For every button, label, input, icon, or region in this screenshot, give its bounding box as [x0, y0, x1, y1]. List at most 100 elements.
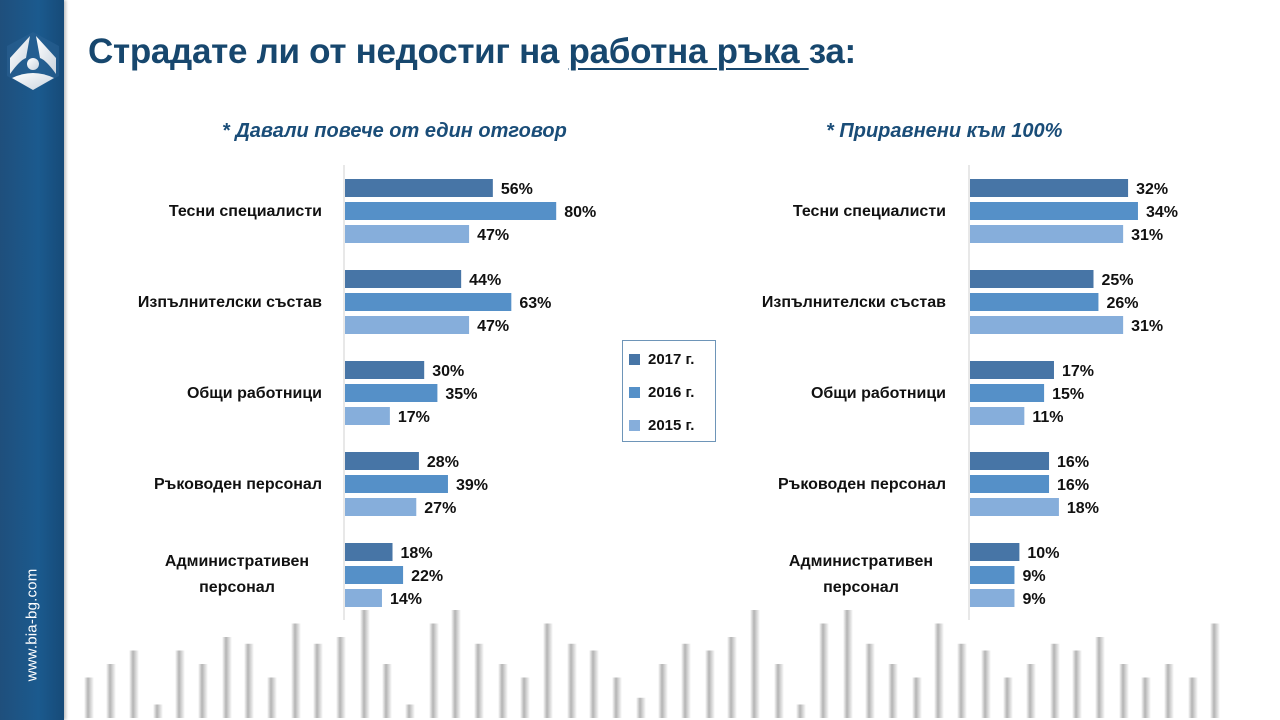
decorative-bar — [405, 704, 415, 718]
legend-item-2015: 2015 г. — [629, 415, 694, 435]
left-chart-bar — [345, 475, 448, 493]
decorative-bar — [175, 650, 185, 718]
title-underlined: работна ръка — [568, 32, 809, 71]
decorative-bar — [129, 650, 139, 718]
right-chart-category-label-line: Административен — [789, 553, 933, 570]
decorative-bar — [819, 623, 829, 718]
decorative-bar — [360, 610, 370, 718]
legend-label-2017: 2017 г. — [648, 350, 695, 368]
left-chart-value-label: 80% — [564, 204, 596, 221]
decorative-bar — [106, 664, 116, 718]
left-chart-bar — [345, 270, 462, 288]
left-chart-bar — [345, 316, 470, 334]
decorative-bar — [1095, 637, 1105, 718]
left-chart-category-label: Общи работници — [187, 385, 322, 402]
decorative-bar — [774, 664, 784, 718]
left-chart-value-label: 56% — [501, 181, 533, 198]
right-chart-value-label: 16% — [1057, 454, 1089, 471]
left-chart-value-label: 27% — [424, 500, 456, 517]
left-chart-value-label: 28% — [427, 454, 459, 471]
decorative-bar — [1188, 677, 1198, 718]
right-chart-bar — [970, 384, 1045, 402]
right-chart-category-label: Изпълнителски състав — [762, 294, 946, 311]
decorative-bar — [244, 643, 254, 718]
right-chart-category-label: Административен персонал — [789, 553, 933, 596]
left-chart-value-label: 22% — [411, 568, 443, 585]
right-chart-value-label: 9% — [1022, 568, 1045, 585]
decorative-bar — [474, 643, 484, 718]
decorative-bar — [981, 650, 991, 718]
right-chart-value-label: 34% — [1146, 204, 1178, 221]
decorative-bar — [912, 677, 922, 718]
right-chart-value-label: 10% — [1027, 545, 1059, 562]
legend-label-2016: 2016 г. — [648, 383, 695, 401]
decorative-bar — [429, 623, 439, 718]
right-chart-value-label: 31% — [1131, 318, 1163, 335]
decorative-bar — [750, 610, 760, 718]
decorative-bar — [589, 650, 599, 718]
decorative-bar — [567, 643, 577, 718]
left-chart-bar — [345, 384, 438, 402]
left-chart-value-label: 30% — [432, 363, 464, 380]
right-chart-bar — [970, 270, 1094, 288]
decorative-bar — [681, 643, 691, 718]
decorative-bar — [313, 643, 323, 718]
decorative-bar — [267, 677, 277, 718]
title-part-1: Страдате ли от недостиг на — [88, 32, 569, 71]
right-chart-bar — [970, 452, 1050, 470]
decorative-bar — [291, 623, 301, 718]
left-chart-value-label: 47% — [477, 227, 509, 244]
decorative-bar — [1141, 677, 1151, 718]
right-chart-bar — [970, 293, 1099, 311]
title-part-2: за: — [808, 32, 856, 71]
legend-label-2015: 2015 г. — [648, 416, 695, 434]
right-chart-bar — [970, 407, 1025, 425]
left-chart-bar — [345, 407, 390, 425]
right-chart-value-label: 16% — [1057, 477, 1089, 494]
decorative-bar — [658, 664, 668, 718]
right-chart-value-label: 26% — [1106, 295, 1138, 312]
right-chart-category-label: Тесни специалисти — [793, 203, 946, 220]
decorative-bar — [612, 677, 622, 718]
left-chart-category-label: Изпълнителски състав — [138, 294, 322, 311]
decorative-bar — [796, 704, 806, 718]
chart-legend: 2017 г. 2016 г. 2015 г. — [622, 340, 716, 442]
right-chart-bar — [970, 475, 1050, 493]
decorative-bar — [336, 637, 346, 718]
right-chart-bar — [970, 225, 1124, 243]
decorative-bar — [198, 664, 208, 718]
right-chart-value-label: 32% — [1136, 181, 1168, 198]
legend-swatch-2015 — [629, 419, 640, 431]
right-chart-bar — [970, 498, 1059, 516]
decorative-bar — [1003, 677, 1013, 718]
right-chart-value-label: 18% — [1067, 500, 1099, 517]
left-chart-category-label: Ръководен персонал — [154, 476, 322, 493]
right-chart-value-label: 11% — [1032, 409, 1063, 426]
decorative-bar — [934, 623, 944, 718]
right-chart-bar — [970, 361, 1054, 379]
right-chart-bar — [970, 202, 1138, 220]
decorative-bar — [1210, 623, 1220, 718]
left-chart-value-label: 39% — [456, 477, 488, 494]
decorative-bar — [451, 610, 461, 718]
left-chart-value-label: 35% — [445, 386, 477, 403]
right-chart-title: * Приравнени към 100% — [826, 120, 1063, 142]
decorative-bars-background — [84, 610, 1220, 718]
decorative-bar — [727, 637, 737, 718]
left-chart-bar — [345, 225, 470, 243]
left-chart-bar — [345, 589, 382, 607]
decorative-bar — [498, 664, 508, 718]
right-chart-bar — [970, 566, 1015, 584]
decorative-bar — [1050, 643, 1060, 718]
left-chart-bar — [345, 179, 493, 197]
left-chart-bar — [345, 543, 393, 561]
left-chart-value-label: 47% — [477, 318, 509, 335]
sidebar: www.bia-bg.com — [0, 0, 64, 720]
decorative-bar — [888, 664, 898, 718]
decorative-bar — [1164, 664, 1174, 718]
left-chart-value-label: 18% — [401, 545, 433, 562]
right-chart-bar — [970, 316, 1124, 334]
decorative-bar — [382, 664, 392, 718]
page-title: Страдате ли от недостиг на работна ръка … — [88, 32, 856, 72]
decorative-bar — [636, 697, 646, 718]
